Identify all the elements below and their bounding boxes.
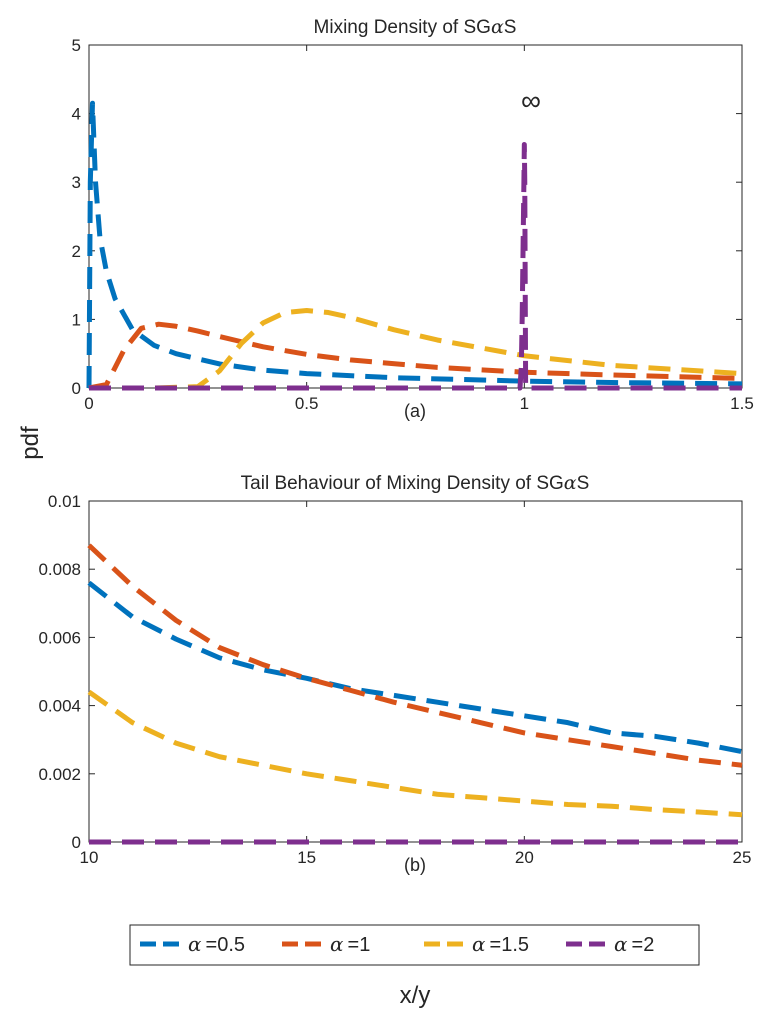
panel-b-series-line-0 — [87, 580, 743, 755]
panel-a-ytick-label: 5 — [72, 36, 81, 55]
panel-b-series — [87, 543, 743, 845]
panel-a-xtick-label: 0.5 — [295, 394, 319, 413]
legend-value: =0.5 — [206, 934, 245, 956]
panel-a-caption: (a) — [404, 401, 426, 421]
panel-b-series-line-2 — [87, 689, 743, 818]
panel-b-ytick-label: 0.01 — [48, 492, 81, 511]
panel-a-series-line-3 — [89, 141, 742, 391]
panel-a-xtick-label: 0 — [84, 394, 93, 413]
panel-b-xtick-label: 15 — [297, 848, 316, 867]
panel-b-xtick-label: 20 — [515, 848, 534, 867]
legend-greek-alpha: α — [614, 932, 628, 956]
panel-b-axes-box — [88, 500, 743, 843]
panel-a-xtick-label: 1 — [520, 394, 529, 413]
panel-b-ytick-label: 0 — [72, 833, 81, 852]
panel-a-ytick-label: 3 — [72, 173, 81, 192]
x-axis-label: x/y — [400, 982, 431, 1009]
panel-b-ytick-label: 0.008 — [38, 560, 81, 579]
panel-a-axes-box — [88, 44, 743, 389]
panel-a-series-line-2 — [89, 307, 743, 391]
panel-b-caption: (b) — [404, 855, 426, 875]
legend-greek-alpha: α — [472, 932, 486, 956]
panel-a-series-line-0 — [86, 100, 743, 389]
legend-greek-alpha: α — [188, 932, 202, 956]
legend-label: α =0.5 — [188, 932, 245, 956]
panel-b: Tail Behaviour of Mixing Density of SGαS… — [38, 472, 751, 875]
panel-a-title: Mixing Density of SGαS — [314, 16, 517, 38]
panel-b-title: Tail Behaviour of Mixing Density of SGαS — [241, 472, 590, 494]
legend-label: α =2 — [614, 932, 654, 956]
panel-b-ytick-label: 0.006 — [38, 628, 81, 647]
panel-b-xtick-label: 25 — [733, 848, 752, 867]
panel-a-ytick-label: 1 — [72, 310, 81, 329]
panel-b-ytick-label: 0.002 — [38, 765, 81, 784]
panel-a-series — [86, 100, 743, 391]
legend-value: =1 — [348, 934, 371, 956]
panel-a-series-line-1 — [88, 321, 743, 391]
legend-label: α =1 — [330, 932, 370, 956]
panel-b-xtick-label: 10 — [80, 848, 99, 867]
legend: α =0.5 α =1 α =1.5 α =2 — [129, 924, 700, 966]
panel-a-xtick-label: 1.5 — [730, 394, 754, 413]
panel-b-series-line-1 — [87, 543, 743, 768]
legend-greek-alpha: α — [330, 932, 344, 956]
legend-value: =1.5 — [490, 934, 529, 956]
panel-a-ytick-label: 4 — [72, 105, 81, 124]
panel-a-ytick-label: 0 — [72, 379, 81, 398]
y-axis-label: pdf — [17, 426, 44, 460]
panel-b-ticks: 10 15 20 25 0 0.002 0.004 0.006 0.008 0.01 — [38, 492, 751, 867]
panel-a-infinity-annotation: ∞ — [521, 85, 541, 116]
legend-label: α =1.5 — [472, 932, 529, 956]
panel-a-ytick-label: 2 — [72, 242, 81, 261]
panel-b-ytick-label: 0.004 — [38, 697, 81, 716]
legend-value: =2 — [632, 934, 655, 956]
